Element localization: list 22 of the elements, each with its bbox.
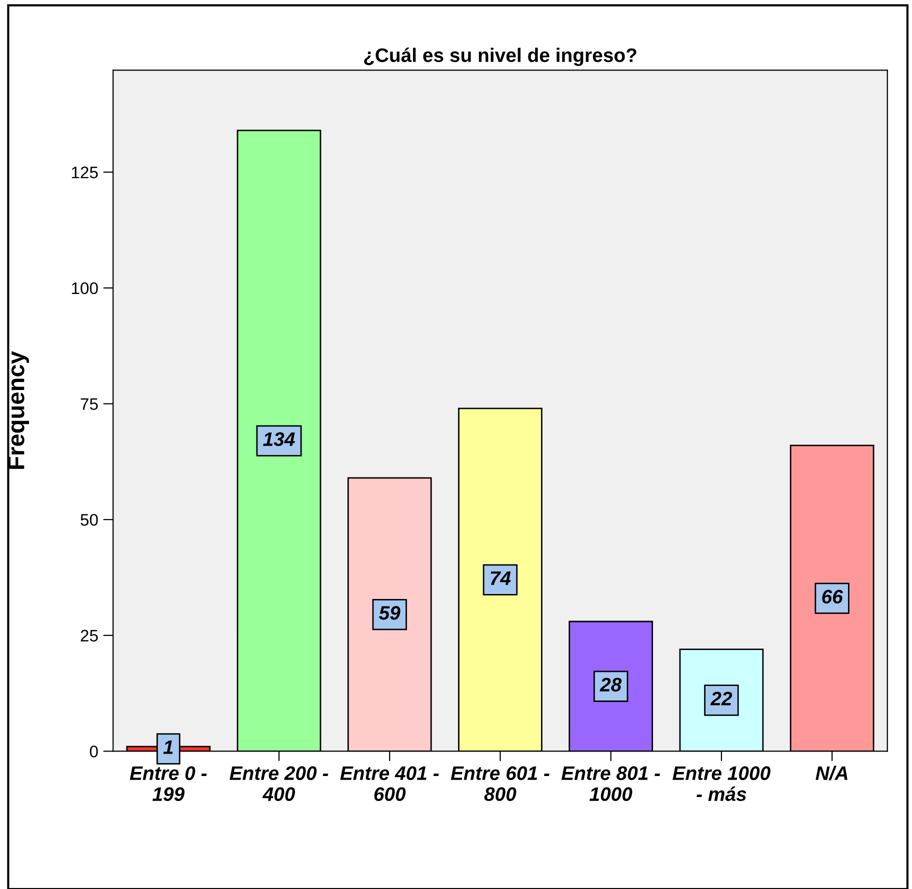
y-tick-label: 0 — [90, 746, 98, 758]
data-label: 134 — [263, 432, 295, 446]
data-label: 1 — [163, 740, 173, 754]
x-tick-label: Entre 601 - 800 — [450, 766, 550, 802]
data-label: 66 — [822, 590, 843, 604]
x-tick-label: Entre 0 - 199 — [130, 766, 207, 802]
y-tick-label: 25 — [80, 630, 98, 642]
data-label: 59 — [379, 606, 400, 620]
y-tick-label: 75 — [80, 398, 98, 410]
data-label: 74 — [490, 571, 511, 585]
x-tick-label: Entre 200 - 400 — [230, 766, 328, 802]
x-tick-label: Entre 401 - 600 — [340, 766, 439, 802]
y-tick-label: 125 — [72, 166, 98, 178]
x-tick-label: Entre 1000 - más — [672, 766, 770, 802]
x-tick-label: N/A — [816, 766, 848, 780]
y-axis-title: Frequency — [8, 351, 30, 469]
chart-title: ¿Cuál es su nivel de ingreso? — [364, 48, 636, 66]
y-tick-label: 100 — [72, 282, 98, 294]
y-tick-label: 50 — [80, 514, 98, 526]
data-label: 22 — [710, 692, 732, 706]
x-tick-label: Entre 801 - 1000 — [561, 766, 660, 802]
data-label: 28 — [600, 678, 622, 692]
